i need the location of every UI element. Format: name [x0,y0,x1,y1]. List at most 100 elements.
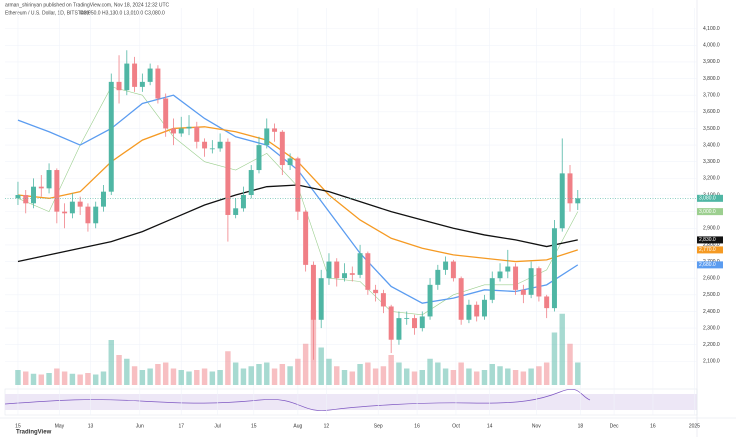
volume-bar [334,366,340,385]
volume-bar [256,364,262,385]
y-tick-label: 2,300.0 [703,325,720,331]
volume-bar [404,368,410,385]
candle-body [303,211,309,265]
candle-body [108,81,114,192]
candle-body [100,191,106,207]
volume-bar [124,358,130,385]
volume-bar [240,368,247,385]
candle-body [520,289,526,295]
volume-bar [411,371,418,385]
volume-bar [38,374,45,385]
candle-body [396,318,402,340]
x-tick-label: Nov [532,423,541,429]
volume-bar [194,370,200,385]
volume-bar [435,362,441,385]
volume-bar [225,351,231,385]
x-tick-label: May [55,423,65,429]
candle-body [567,173,573,204]
volume-bar [419,370,425,385]
x-tick-label: 17 [178,423,184,429]
volume-bar [46,373,52,385]
candle-body [575,198,581,204]
candle-body [318,278,324,320]
candle-body [279,131,285,166]
y-tick-label: 2,900.0 [703,226,720,232]
volume-bar [186,371,192,385]
rsi-line [4,388,591,411]
volume-bar [232,362,239,385]
symbol: Ethereum / U.S. Dollar, 1D, BITSTAMP [5,10,92,16]
candle-body [186,126,192,129]
last-price-tag: 3,080.0 [699,196,716,202]
y-tick-label: 2,600.0 [703,276,720,282]
ma-price-tag: 2,830.0 [699,237,716,243]
volume-bar [23,371,29,385]
candle-body [225,141,231,215]
candle-body [497,271,503,279]
candle-body [450,261,456,279]
volume-bar [442,368,449,385]
candle-body [15,195,21,199]
volume-bar [131,366,138,385]
volume-bar [450,370,457,385]
candle-body [528,268,534,295]
volume-bar [372,368,379,385]
y-tick-label: 3,500.0 [703,126,720,132]
volume-bar [100,371,107,385]
volume-bar [567,343,573,385]
volume-bar [69,373,76,385]
candle-body [139,81,145,87]
candle-body [443,261,449,270]
volume-bar [559,313,565,385]
candle-body [326,261,332,279]
candle-body [357,253,363,275]
x-tick-label: 14 [487,423,493,429]
candle-body [349,273,355,275]
candle-body [217,141,223,149]
candle-body [85,206,91,224]
candle-body [38,186,44,189]
x-tick-label: Dec [610,423,619,429]
volume-bar [302,343,309,385]
candle-body [458,278,464,320]
x-tick-label: 15 [15,423,21,429]
volume-bar [380,366,387,385]
volume-bar [396,362,402,385]
ma-price-tag-bg [697,208,723,216]
candle-body [163,98,169,129]
candle-body [505,266,511,272]
volume-bar [108,340,114,385]
volume-bar [77,374,83,385]
y-tick-label: 2,200.0 [703,342,720,348]
volume-bar [497,366,503,385]
volume-bar [162,362,169,385]
candle-body [132,63,138,87]
x-tick-label: 18 [578,423,584,429]
volume-bar [357,364,363,385]
volume-bar [217,370,223,385]
volume-bar [139,370,146,385]
volume-bar [15,370,21,385]
logo: TradingView [16,430,52,436]
candle-body [264,128,270,146]
y-tick-label: 3,400.0 [703,142,720,148]
candle-body [256,145,262,171]
volume-bar [30,373,37,385]
volume-bar [473,371,480,385]
candle-body [23,195,29,204]
volume-bar [528,368,534,385]
x-tick-label: 16 [414,423,420,429]
volume-bar [201,368,208,385]
ma-price-tag: 2,770.0 [699,247,716,253]
candle-body [388,306,394,340]
candle-body [46,170,52,189]
candle-body [412,318,417,329]
volume-bar [92,374,99,385]
ma-price-tag: 3,000.0 [699,209,716,215]
volume-bar [575,362,581,385]
volume-bar [481,370,488,385]
candle-body [380,293,386,307]
volume-bar [147,368,153,385]
y-tick-label: 3,600.0 [703,109,720,115]
volume-bar [512,370,519,385]
